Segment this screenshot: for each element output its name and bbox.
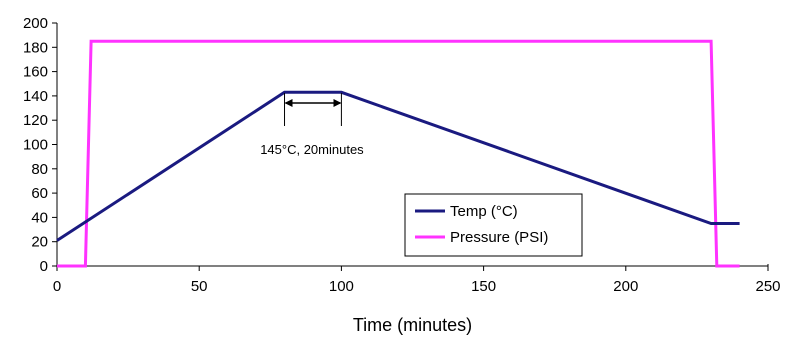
annotation-label: 145°C, 20minutes [260,142,364,157]
y-tick-label: 80 [31,161,48,178]
y-tick-label: 0 [40,258,48,275]
y-tick-label: 20 [31,234,48,251]
x-tick-label: 0 [53,278,61,295]
x-tick-label: 250 [755,278,780,295]
legend-label: Temp (°C) [450,203,518,220]
y-tick-label: 60 [31,185,48,202]
legend-label: Pressure (PSI) [450,229,548,246]
y-tick-label: 200 [23,15,48,32]
y-tick-label: 160 [23,64,48,81]
y-axis-ticks: 0 20 40 60 80 100 120 140 160 180 200 [23,15,57,275]
x-axis-title: Time (minutes) [353,315,472,335]
series-line-pressure [57,39,740,268]
series-line-temp [56,90,740,242]
y-tick-label: 100 [23,137,48,154]
y-tick-label: 180 [23,39,48,56]
y-tick-label: 40 [31,209,48,226]
x-axis-ticks: 0 50 100 150 200 250 [53,266,781,295]
legend: Temp (°C) Pressure (PSI) [404,193,583,257]
annotation-layer: 145°C, 20minutes [260,93,364,157]
x-tick-label: 100 [329,278,354,295]
x-tick-label: 50 [191,278,208,295]
y-tick-label: 120 [23,112,48,129]
x-tick-label: 150 [471,278,496,295]
legend-box [404,193,583,257]
x-tick-label: 200 [613,278,638,295]
series-layer [56,39,740,268]
y-tick-label: 140 [23,88,48,105]
